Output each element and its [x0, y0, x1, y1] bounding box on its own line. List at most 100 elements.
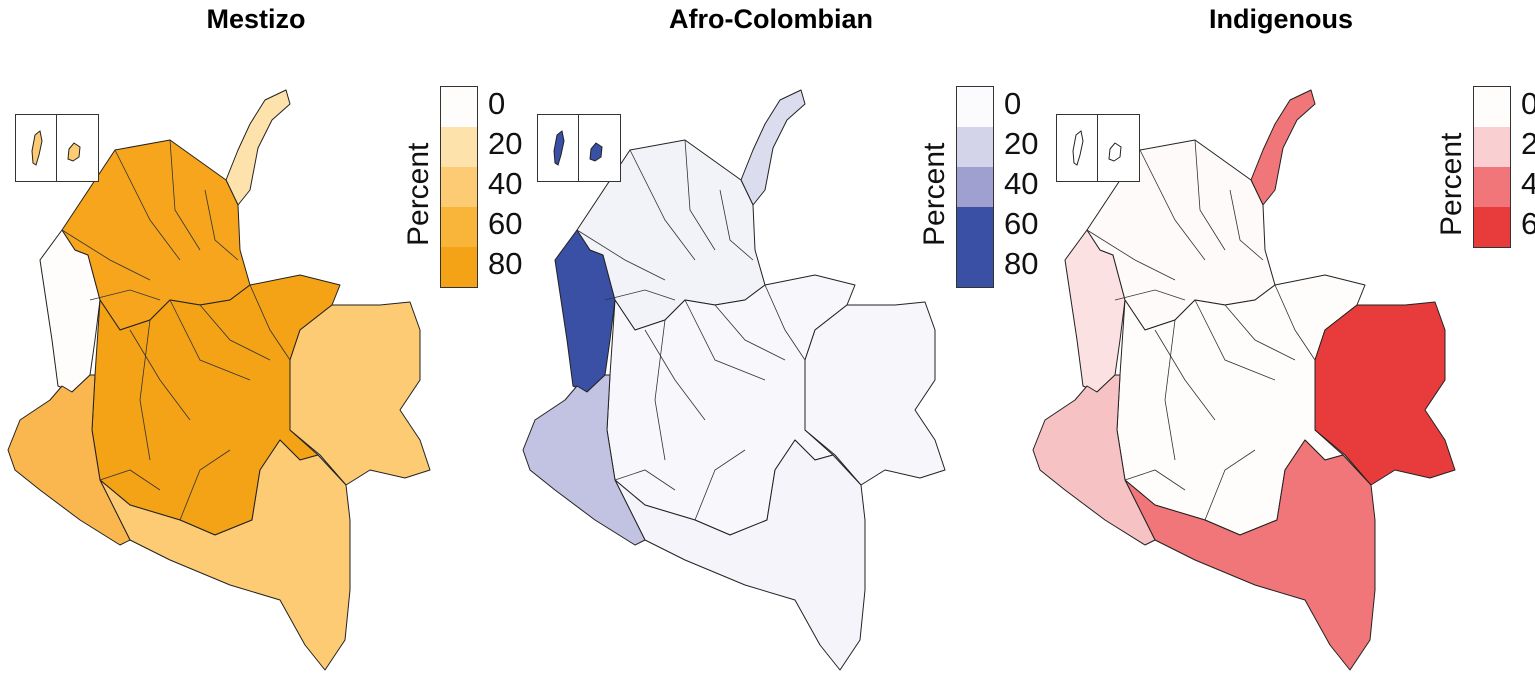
department-border [1224, 304, 1296, 361]
legend-swatch [441, 167, 477, 207]
department-border [179, 449, 231, 521]
legend-tick-label: 80 [1004, 246, 1039, 281]
department-border [1114, 289, 1186, 301]
region-east-regions [1314, 301, 1456, 486]
department-border [684, 299, 766, 381]
department-border [169, 139, 201, 251]
legend-title: Percent [1435, 132, 1468, 236]
inset-divider [578, 115, 579, 181]
region-north-tip [740, 89, 806, 206]
department-border [139, 319, 151, 461]
department-border [61, 229, 151, 281]
panel-title: Indigenous [1209, 4, 1353, 34]
department-border [129, 329, 191, 421]
legend-bar [440, 86, 478, 288]
legend-swatch [1474, 207, 1510, 247]
legend-tick-label: 0 [1004, 86, 1022, 121]
department-border [604, 289, 676, 301]
legend-bar [1473, 86, 1511, 248]
legend-tick-label: 60 [1521, 206, 1535, 241]
department-border [169, 299, 251, 381]
colombia-map [522, 89, 946, 671]
department-border [1229, 189, 1264, 261]
legend-tick-label: 60 [488, 206, 523, 241]
department-border [1139, 149, 1206, 261]
map-panel-afro-colombian: Afro-Colombian Percent 0 20 40 60 80 [515, 0, 1038, 690]
region-south-regions [1124, 439, 1376, 671]
inset-divider [1097, 115, 1098, 181]
region-north-tip [1250, 89, 1316, 206]
department-border [644, 329, 706, 421]
island-providencia [589, 142, 603, 162]
legend-swatch [1474, 87, 1510, 127]
island-providencia [67, 142, 81, 162]
department-border [1194, 299, 1276, 381]
islands-map [553, 130, 603, 166]
islands-map [1072, 130, 1122, 166]
department-border [654, 319, 666, 461]
legend-tick-label: 20 [1521, 126, 1535, 161]
legend-swatch [957, 207, 993, 247]
department-border [1194, 139, 1226, 251]
legend-title: Percent [402, 142, 435, 246]
legend-swatch [441, 127, 477, 167]
department-border [1086, 229, 1176, 281]
department-border [99, 469, 161, 491]
department-border [1164, 319, 1176, 461]
panel-title: Afro-Colombian [669, 4, 873, 34]
legend-tick-label: 80 [488, 246, 523, 281]
department-border [1154, 329, 1216, 421]
legend-swatch [1474, 127, 1510, 167]
department-border [719, 189, 754, 261]
region-north-tip [225, 89, 291, 206]
island-san-andres [553, 130, 565, 166]
legend-tick-label: 0 [488, 86, 506, 121]
legend-tick-label: 40 [1521, 166, 1535, 201]
department-border [714, 304, 786, 361]
legend-swatch [957, 167, 993, 207]
legend-swatch [957, 127, 993, 167]
department-border [1124, 469, 1186, 491]
legend-tick-label: 20 [488, 126, 523, 161]
legend-swatch [441, 247, 477, 287]
department-border [89, 289, 161, 301]
legend-tick-label: 0 [1521, 86, 1535, 121]
legend-tick-label: 40 [1004, 166, 1039, 201]
department-border [114, 149, 181, 261]
legend-swatch [957, 87, 993, 127]
department-border [629, 149, 696, 261]
legend-swatch [441, 87, 477, 127]
island-providencia [1108, 142, 1122, 162]
island-inset [15, 114, 99, 182]
legend-swatch [1474, 167, 1510, 207]
map-panel-mestizo: Mestizo Percent 0 20 40 60 80 [0, 0, 522, 690]
department-border [684, 139, 716, 251]
legend-swatch [441, 207, 477, 247]
region-south-regions [614, 439, 866, 671]
inset-divider [56, 115, 57, 181]
legend-tick-label: 40 [488, 166, 523, 201]
legend-bar [956, 86, 994, 288]
department-border [1204, 449, 1256, 521]
legend-tick-label: 20 [1004, 126, 1039, 161]
islands-map [31, 130, 81, 166]
department-border [1274, 284, 1316, 361]
department-border [199, 304, 271, 361]
legend-tick-label: 60 [1004, 206, 1039, 241]
island-inset [1056, 114, 1140, 182]
island-san-andres [31, 130, 43, 166]
map-panel-indigenous: Indigenous Percent 0 20 40 60 [1025, 0, 1535, 690]
region-east-regions [804, 301, 946, 486]
colombia-map [1032, 89, 1456, 671]
department-border [576, 229, 666, 281]
department-border [614, 469, 676, 491]
region-south-regions [99, 439, 351, 671]
legend-swatch [957, 247, 993, 287]
department-border [204, 189, 239, 261]
island-san-andres [1072, 130, 1084, 166]
legend-title: Percent [918, 142, 951, 246]
department-border [764, 284, 806, 361]
department-border [694, 449, 746, 521]
panel-title: Mestizo [206, 4, 306, 34]
colombia-map [7, 89, 431, 671]
